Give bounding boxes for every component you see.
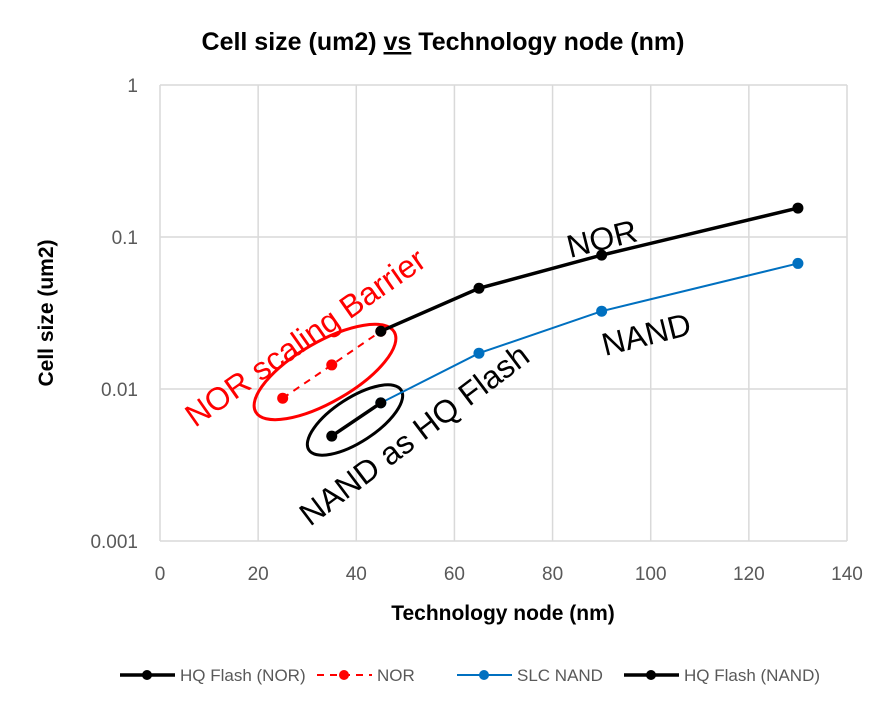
x-tick-label: 20 — [248, 564, 269, 585]
legend-label: HQ Flash (NAND) — [684, 666, 820, 685]
x-tick-label: 0 — [155, 564, 166, 585]
series-line-nor — [282, 330, 382, 400]
legend: HQ Flash (NOR) NOR SLC NAND HQ Flash (NAND) — [120, 666, 820, 685]
annotation-nor-barrier: NOR scaling Barrier — [178, 241, 432, 434]
data-point — [792, 257, 804, 269]
legend-label: SLC NAND — [517, 666, 603, 685]
chart-title: Cell size (um2) vs Technology node (nm) — [202, 28, 685, 56]
y-axis-label: Cell size (um2) — [35, 239, 58, 386]
x-tick-label: 100 — [635, 564, 667, 585]
legend-swatch-marker — [479, 670, 489, 680]
series-line-hq-flash-nand- — [330, 401, 382, 438]
nor-barrier-ellipse — [252, 322, 398, 422]
legend-swatch-marker — [339, 670, 349, 680]
data-point — [473, 347, 485, 359]
data-point — [277, 392, 289, 404]
data-point — [792, 202, 804, 214]
x-axis-label: Technology node (nm) — [391, 602, 615, 625]
data-point — [375, 397, 387, 409]
y-tick-label: 0.1 — [112, 228, 138, 249]
legend-label: NOR — [377, 666, 415, 685]
data-point — [596, 305, 608, 317]
legend-swatch-marker — [646, 670, 656, 680]
series-line-hq-flash-nor- — [380, 206, 799, 333]
data-point — [375, 325, 387, 337]
legend-swatch-marker — [142, 670, 152, 680]
x-tick-label: 60 — [444, 564, 465, 585]
series-line-slc-nand — [380, 262, 799, 404]
y-tick-label: 0.01 — [101, 380, 138, 401]
x-tick-label: 120 — [733, 564, 765, 585]
y-tick-label: 0.001 — [90, 532, 138, 553]
legend-label: HQ Flash (NOR) — [180, 666, 306, 685]
data-point — [596, 249, 608, 261]
annotation-nand: NAND — [598, 306, 695, 363]
x-tick-label: 140 — [831, 564, 863, 585]
x-tick-label: 80 — [542, 564, 563, 585]
x-tick-label: 40 — [346, 564, 367, 585]
y-tick-label: 1 — [127, 76, 138, 97]
data-point — [326, 430, 338, 442]
data-point — [473, 282, 485, 294]
data-point — [326, 359, 338, 371]
nand-hq-ellipse — [305, 383, 405, 457]
annotation-nor: NOR — [563, 213, 641, 265]
